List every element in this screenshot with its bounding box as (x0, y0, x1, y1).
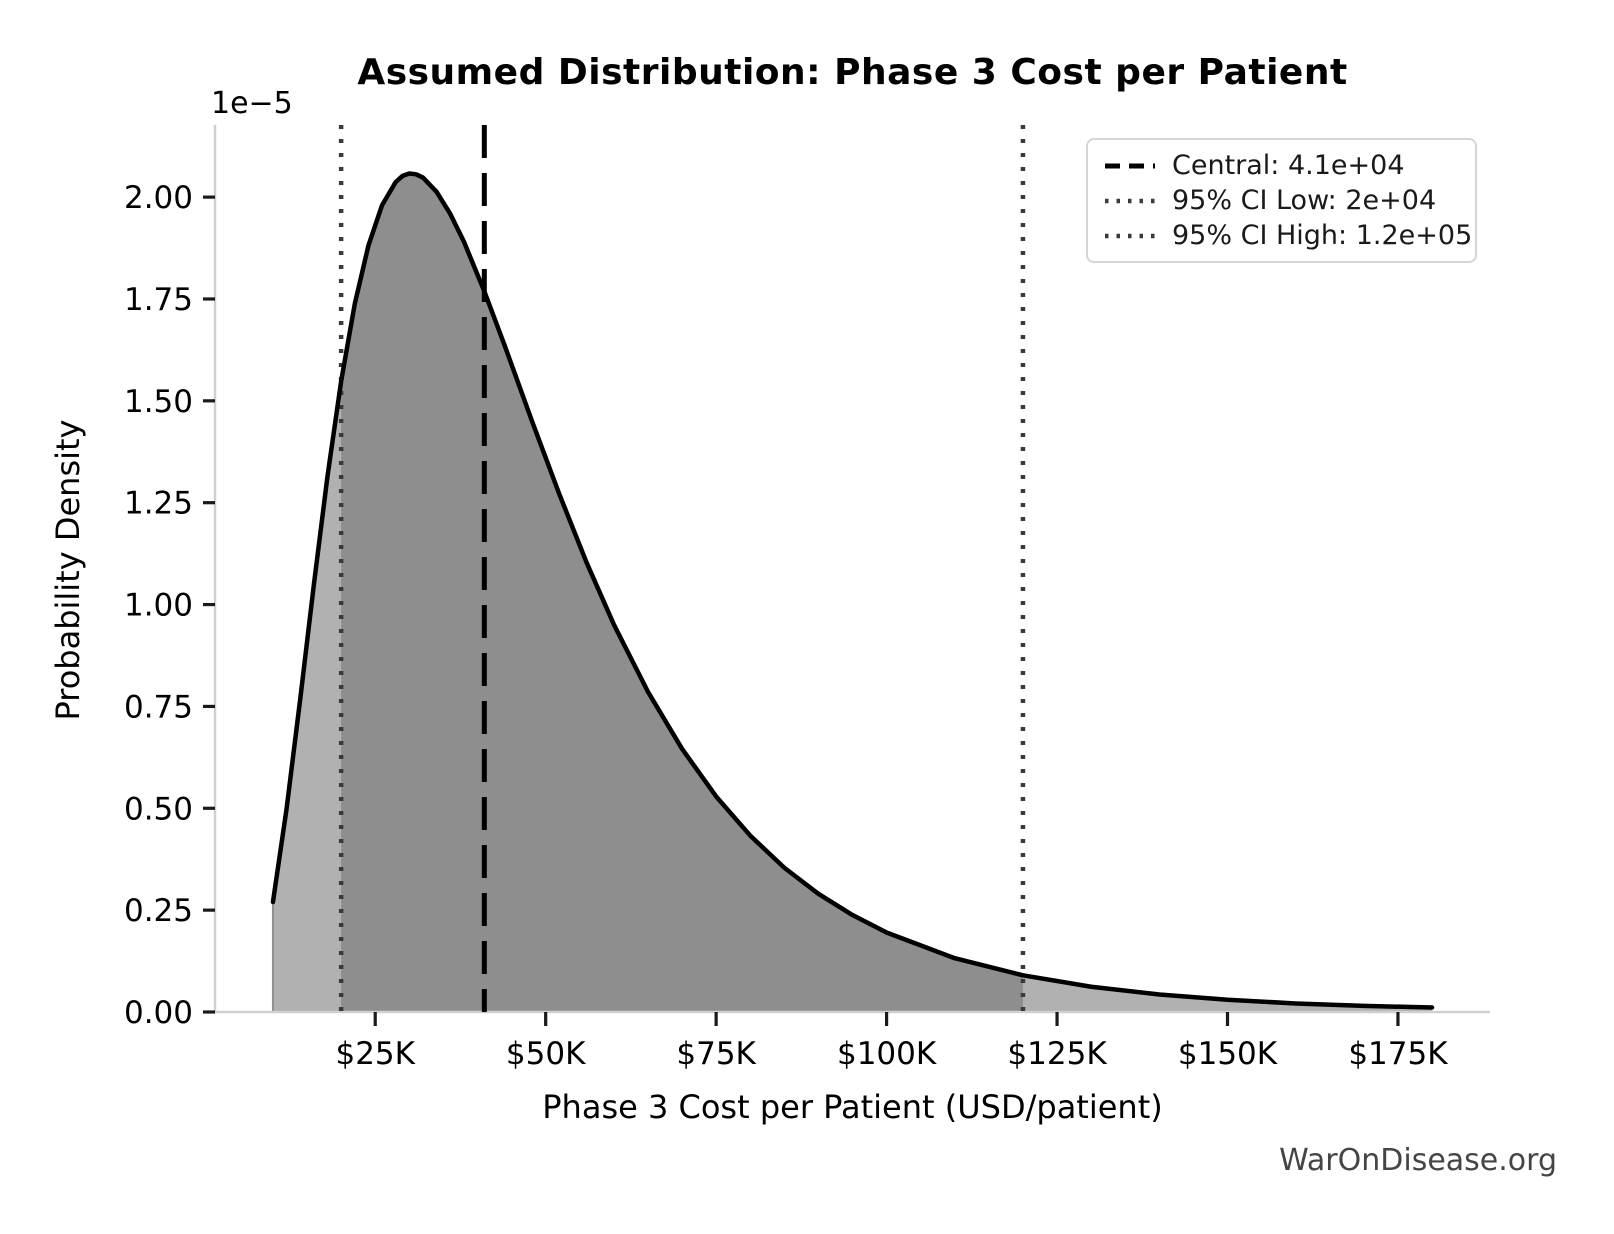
dotted-line-sample (1105, 198, 1155, 203)
legend-label-central: Central: 4.1e+04 (1172, 150, 1405, 181)
x-tick-label: $125K (1007, 1036, 1107, 1072)
density-curve (270, 171, 1435, 1010)
chart-title: Assumed Distribution: Phase 3 Cost per P… (357, 52, 1348, 93)
y-tick-label: 0.75 (124, 689, 193, 725)
watermark-text: WarOnDisease.org (1279, 1143, 1557, 1178)
x-axis-label: Phase 3 Cost per Patient (USD/patient) (542, 1088, 1163, 1126)
density-fill-ci (341, 173, 1023, 1012)
x-tick-label: $175K (1348, 1036, 1448, 1072)
y-axis-scale-offset: 1e−5 (211, 86, 293, 121)
dashed-line-sample (1105, 163, 1155, 168)
x-tick-label: $50K (506, 1036, 586, 1072)
y-tick-label: 1.00 (124, 588, 193, 624)
legend-entry-ci-low: 95% CI Low: 2e+04 (1104, 184, 1467, 217)
y-tick-label: 0.00 (124, 995, 193, 1031)
legend-box: Central: 4.1e+04 95% CI Low: 2e+04 95% C… (1086, 138, 1477, 263)
x-tick-label: $75K (676, 1036, 756, 1072)
y-tick-label: 2.00 (124, 180, 193, 216)
y-tick-label: 0.50 (124, 791, 193, 827)
legend-label-ci-high: 95% CI High: 1.2e+05 (1172, 220, 1473, 251)
dotted-line-sample (1105, 233, 1155, 238)
x-tick-label: $25K (335, 1036, 415, 1072)
y-tick-label: 1.75 (124, 282, 193, 318)
x-tick-label: $100K (837, 1036, 937, 1072)
y-tick-label: 0.25 (124, 893, 193, 929)
y-axis-label: Probability Density (49, 419, 87, 721)
x-tick-label: $150K (1178, 1036, 1278, 1072)
y-tick-label: 1.50 (124, 384, 193, 420)
legend-label-ci-low: 95% CI Low: 2e+04 (1172, 185, 1437, 216)
legend-entry-central: Central: 4.1e+04 (1104, 149, 1467, 182)
legend-entry-ci-high: 95% CI High: 1.2e+05 (1104, 219, 1472, 252)
y-tick-label: 1.25 (124, 486, 193, 522)
